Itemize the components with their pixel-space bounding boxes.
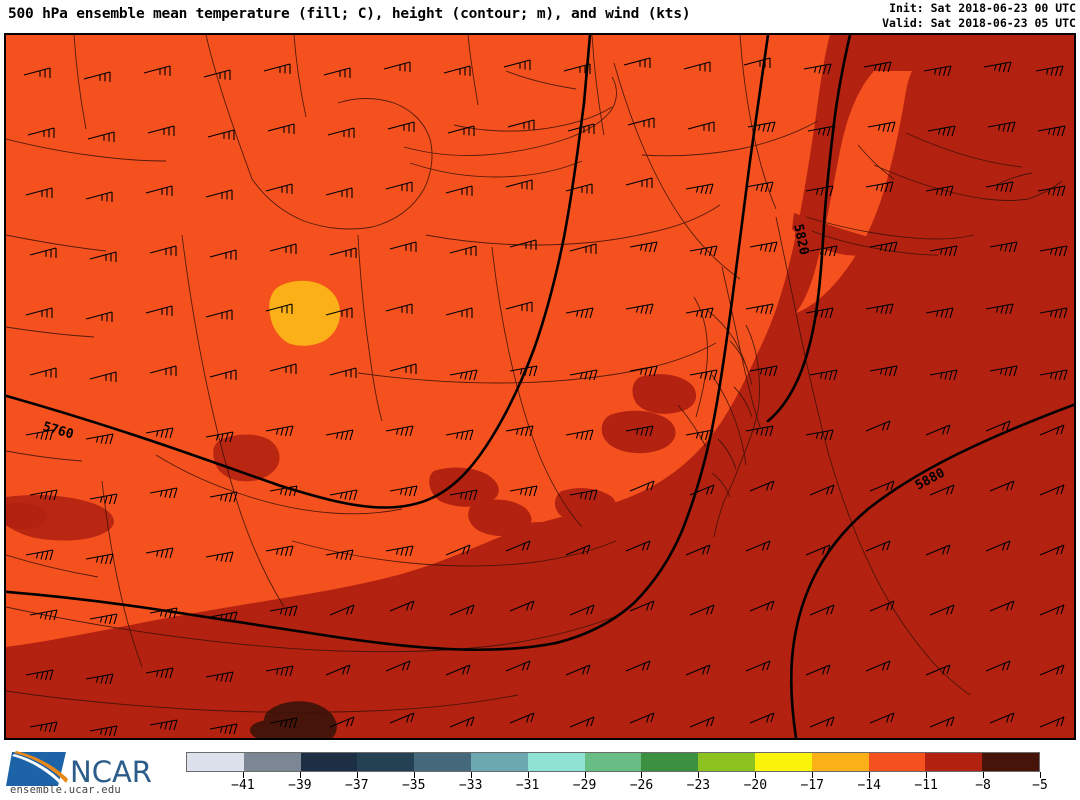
colorbar-tick-label: −20	[743, 778, 768, 793]
colorbar-segment	[243, 753, 301, 771]
colorbar-segment	[357, 753, 415, 771]
political-boundaries	[6, 35, 1063, 713]
contour-5760-f	[6, 590, 312, 635]
colorbar-tick-label: −39	[288, 778, 312, 793]
colorbar-tick-label: −11	[914, 778, 938, 793]
colorbar-tick	[983, 772, 985, 778]
colorbar-tick	[755, 772, 757, 778]
ncar-url[interactable]: ensemble.ucar.edu	[10, 784, 121, 796]
colorbar-tick	[527, 772, 529, 778]
map-panel[interactable]: 5760 5820 5880	[4, 33, 1076, 740]
colorbar-tick	[869, 772, 871, 778]
map-canvas: 5760 5820 5880	[6, 35, 1074, 738]
colorbar-tick	[812, 772, 814, 778]
colorbar-tick	[584, 772, 586, 778]
colorbar-labels: −41 −39 −37 −35 −33 −31 −29 −26 −23 −20 −17 −14 −11 −…	[0, 778, 1080, 798]
colorbar-tick-label: −35	[401, 778, 426, 793]
ncar-logo[interactable]: NCAR	[6, 746, 174, 794]
contour-5880-b	[790, 507, 870, 661]
contour-5760-b	[276, 483, 436, 509]
colorbar-segment	[754, 753, 812, 771]
colorbar-tick-label: −31	[515, 778, 540, 793]
colorbar-tick	[470, 772, 472, 778]
contour-5760-i	[680, 299, 734, 533]
timestamp-block: Init: Sat 2018-06-23 00 UTC Valid: Sat 2…	[882, 1, 1076, 31]
colorbar-tick-label: −14	[857, 778, 881, 793]
colorbar-tick	[1040, 772, 1041, 778]
colorbar-tick-label: −5	[1032, 778, 1048, 793]
colorbar-tick-label: −29	[572, 778, 597, 793]
ncar-wordmark: NCAR	[70, 755, 152, 789]
colorbar-tick	[242, 772, 244, 778]
colorbar-tick-label: −23	[686, 778, 711, 793]
fill-band-neg14-neg11	[6, 35, 686, 617]
figure-footer: NCAR ensemble.ucar.edu −41 −39 −37 −35 −33 −3…	[0, 740, 1080, 800]
contour-5760-j	[730, 35, 770, 303]
colorbar-ticks	[186, 772, 1041, 778]
colorbar-tick-label: −26	[629, 778, 654, 793]
colorbar-segment	[187, 753, 244, 771]
colorbar-segment	[811, 753, 869, 771]
colorbar-segment	[470, 753, 528, 771]
contour-5820-a	[822, 35, 852, 227]
init-timestamp: Init: Sat 2018-06-23 00 UTC	[889, 1, 1076, 15]
colorbar-segment	[300, 753, 358, 771]
figure-header: 500 hPa ensemble mean temperature (fill;…	[0, 0, 1080, 33]
contour-5760-d	[532, 101, 586, 351]
colorbar-segment	[584, 753, 642, 771]
contour-5760-c	[432, 347, 536, 499]
page-title: 500 hPa ensemble mean temperature (fill;…	[8, 6, 691, 22]
contour-5760-e	[582, 35, 592, 105]
contour-5880-c	[789, 657, 798, 738]
colorbar-segment	[868, 753, 926, 771]
colorbar-tick-label: −33	[458, 778, 483, 793]
colorbar	[186, 752, 1040, 772]
colorbar-segment	[641, 753, 699, 771]
colorbar-tick-label: −41	[231, 778, 255, 793]
colorbar-tick	[413, 772, 415, 778]
valid-timestamp: Valid: Sat 2018-06-23 05 UTC	[882, 16, 1076, 30]
contour-5760-a	[6, 394, 280, 487]
colorbar-segment	[925, 753, 983, 771]
contour-5760-g	[308, 631, 558, 652]
colorbar-tick	[641, 772, 643, 778]
fill-band-neg8-neg5	[6, 35, 1074, 738]
colorbar-segment	[698, 753, 755, 771]
colorbar-tick	[356, 772, 358, 778]
colorbar-tick-label: −8	[975, 778, 991, 793]
colorbar-tick-label: −17	[800, 778, 825, 793]
colorbar-segment	[527, 753, 585, 771]
colorbar-segment	[982, 753, 1039, 771]
contour-5880-a	[866, 403, 1074, 511]
colorbar-tick	[299, 772, 301, 778]
height-contours	[6, 35, 1074, 738]
colorbar-tick	[698, 772, 700, 778]
contour-5760-h	[554, 529, 684, 645]
colorbar-tick-label: −37	[345, 778, 369, 793]
colorbar-tick	[926, 772, 928, 778]
fill-band-neg17-neg14-blob	[269, 280, 340, 346]
colorbar-segment	[414, 753, 471, 771]
contour-5820-c	[766, 377, 800, 423]
contour-5820-b	[796, 223, 826, 381]
